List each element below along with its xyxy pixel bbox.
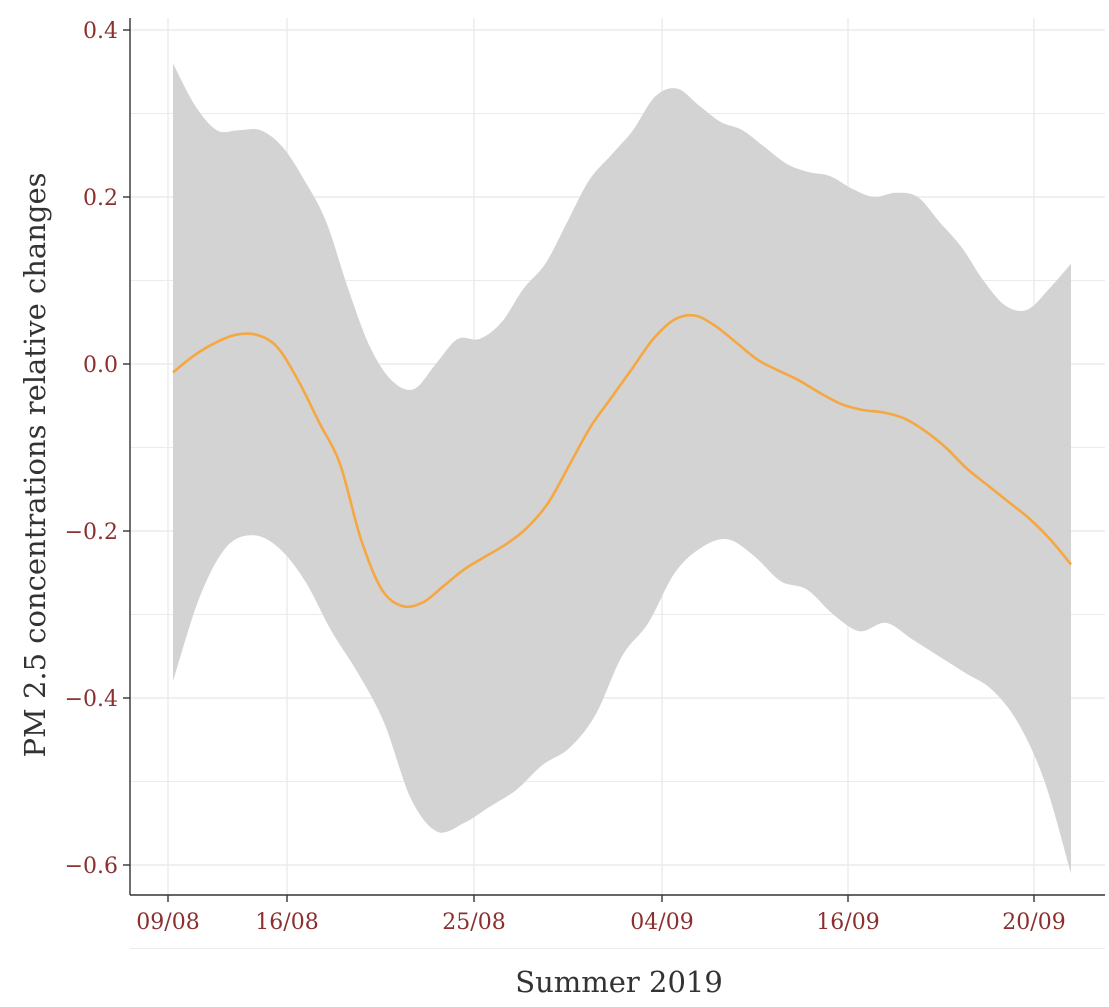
confidence-band: [173, 63, 1071, 874]
y-tick-label: −0.2: [65, 520, 118, 545]
y-tick-labels: 0.4 0.2 0.0 −0.2 −0.4 −0.6: [65, 19, 118, 879]
x-tick-labels: 09/08 16/08 25/08 04/09 16/09 20/09: [136, 910, 1065, 935]
y-tick-label: −0.4: [65, 687, 118, 712]
y-axis-title: PM 2.5 concentrations relative changes: [18, 173, 52, 758]
x-tick-label: 04/09: [630, 910, 693, 935]
y-tick-label: 0.4: [83, 19, 118, 44]
x-axis-title: Summer 2019: [515, 965, 723, 999]
x-tick-label: 20/09: [1002, 910, 1065, 935]
x-tick-label: 16/08: [255, 910, 318, 935]
y-tick-label: −0.6: [65, 854, 118, 879]
y-tick-label: 0.2: [83, 186, 118, 211]
x-tick-label: 09/08: [136, 910, 199, 935]
x-tick-label: 25/08: [442, 910, 505, 935]
trend-line: [172, 313, 1072, 609]
axes: [123, 18, 1105, 902]
x-tick-label: 16/09: [816, 910, 879, 935]
y-tick-label: 0.0: [83, 353, 118, 378]
